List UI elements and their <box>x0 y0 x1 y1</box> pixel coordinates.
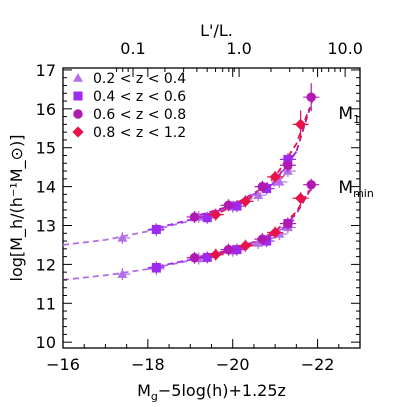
data-point <box>189 212 200 222</box>
legend-label: 0.8 < z < 1.2 <box>93 125 186 141</box>
legend-marker <box>73 109 83 119</box>
data-point <box>257 181 268 192</box>
data-point <box>283 218 293 229</box>
data-point <box>239 240 252 252</box>
data-point <box>306 179 316 190</box>
x-tick-label: −18 <box>131 355 165 374</box>
data-point <box>274 176 285 186</box>
legend: 0.2 < z < 0.4 0.4 < z < 0.6 0.6 < z < 0.8 0… <box>72 71 186 141</box>
data-point <box>306 92 316 102</box>
data-point <box>253 238 264 247</box>
x-tick-label: −22 <box>301 355 335 374</box>
y-tick-label: 11 <box>36 294 56 313</box>
legend-label: 0.6 < z < 0.8 <box>93 107 186 123</box>
data-point <box>117 232 128 242</box>
x-axis-label: Mg−5log(h)+1.25z <box>137 381 286 403</box>
top-tick-label: 0.1 <box>120 39 145 58</box>
y-tick-label: 17 <box>36 61 56 80</box>
data-point <box>210 249 222 261</box>
curve-annotation: Mmin <box>338 178 373 200</box>
top-tick-label: 1.0 <box>226 39 251 58</box>
curve-annotation: M1 <box>338 104 360 126</box>
data-point <box>239 195 252 208</box>
data-point <box>232 201 242 211</box>
data-point <box>294 192 307 204</box>
axes: −16 −18 −20 −22 10 11 12 13 14 15 16 17 0.1 1.0 10.0 <box>36 39 363 374</box>
fit-line <box>190 96 315 219</box>
data-point <box>257 234 268 244</box>
x-tick-label: −16 <box>46 355 80 374</box>
y-axis-label: log[M_h/(h⁻¹M_⊙)] <box>7 135 27 282</box>
data-point <box>294 118 307 131</box>
fit-line <box>147 151 298 232</box>
top-tick-label: 10.0 <box>327 39 363 58</box>
legend-label: 0.2 < z < 0.4 <box>93 71 186 87</box>
data-point <box>269 171 281 183</box>
legend-marker <box>73 73 83 82</box>
data-point <box>253 190 264 199</box>
annotations: M1 Mmin <box>338 104 373 200</box>
data-point <box>117 269 128 278</box>
data-point <box>283 160 293 170</box>
data-point <box>223 244 234 255</box>
data-point <box>151 263 161 272</box>
top-axis-label: L'/L. <box>200 21 233 40</box>
x-tick-label: −20 <box>216 355 250 374</box>
data-point <box>223 200 234 211</box>
data-point <box>189 253 200 263</box>
data-point <box>269 226 281 239</box>
legend-label: 0.4 < z < 0.6 <box>93 89 186 105</box>
y-tick-label: 16 <box>36 100 56 119</box>
data-point <box>232 245 242 255</box>
y-tick-label: 14 <box>36 178 56 197</box>
data-point <box>151 224 161 234</box>
data-point <box>202 213 212 223</box>
data-point <box>202 252 212 262</box>
legend-marker <box>72 126 84 138</box>
y-tick-label: 13 <box>36 217 56 236</box>
y-tick-label: 15 <box>36 139 56 158</box>
fit-line <box>62 166 293 246</box>
y-tick-label: 10 <box>36 333 56 352</box>
data-point <box>210 208 222 221</box>
axis-labels: Mg−5log(h)+1.25z log[M_h/(h⁻¹M_⊙)] L'/L. <box>7 21 286 403</box>
legend-marker <box>73 91 83 101</box>
fit-line <box>62 226 293 281</box>
y-tick-label: 12 <box>36 255 56 274</box>
fit-line <box>147 217 297 270</box>
data-points <box>114 83 320 281</box>
